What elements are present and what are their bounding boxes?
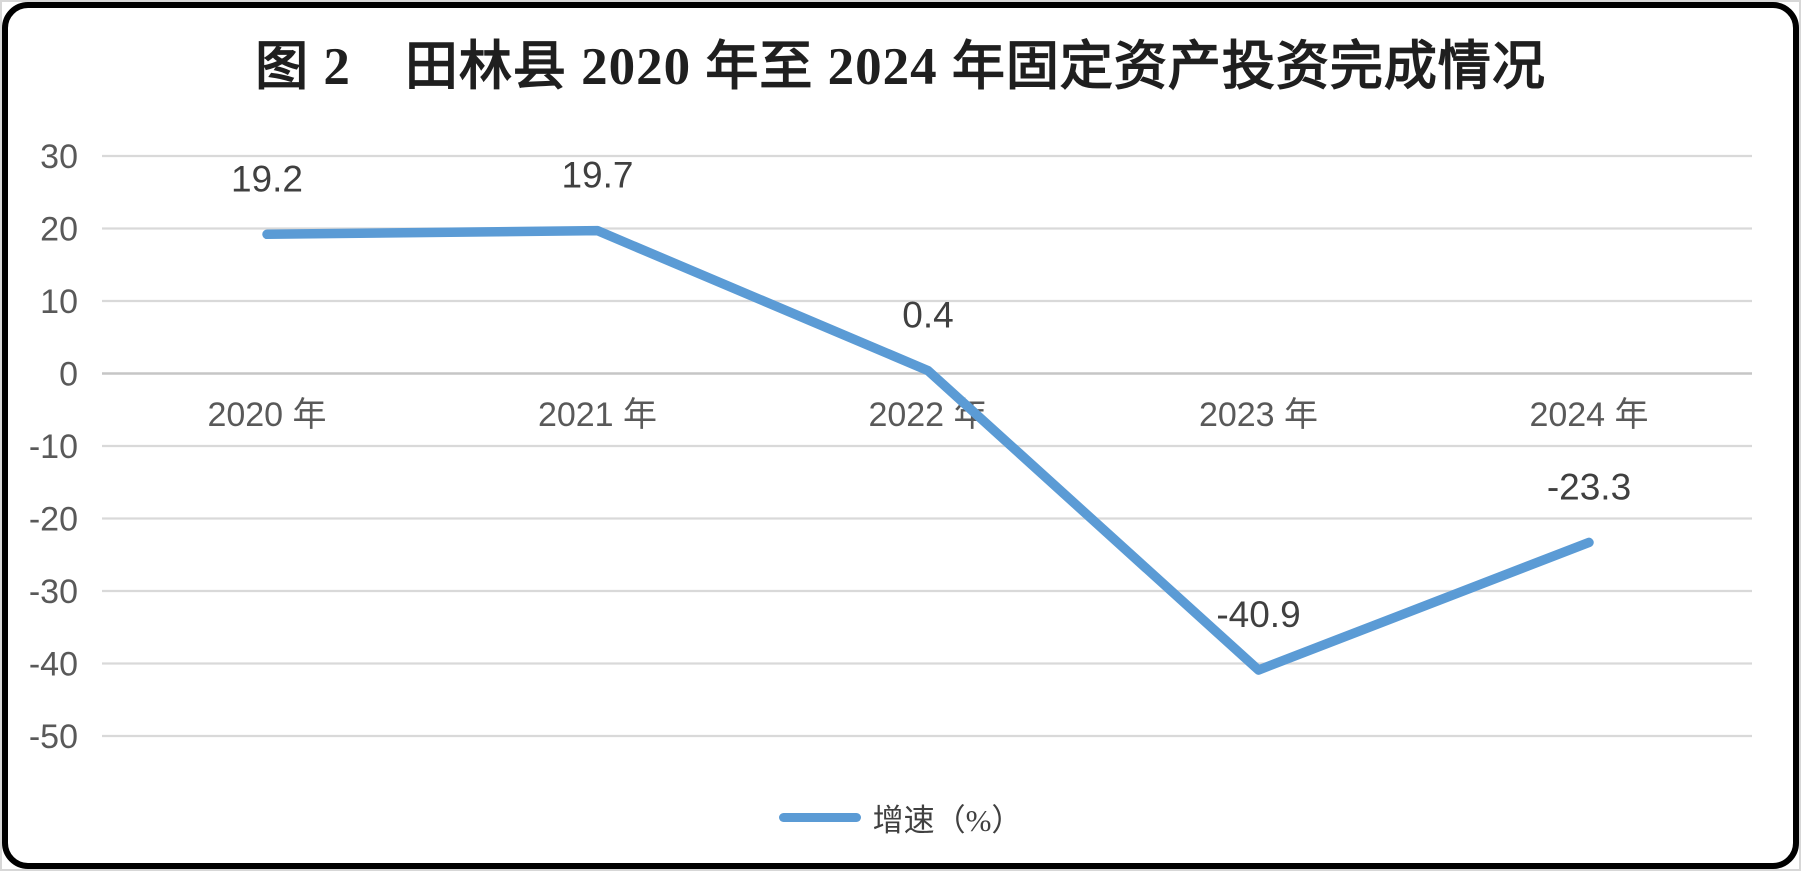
- legend: 增速（%）: [2, 795, 1799, 840]
- y-tick-label: -20: [29, 501, 78, 539]
- data-labels: 19.2 19.7 0.4 -40.9 -23.3: [231, 155, 1631, 635]
- x-tick-label: 2020 年: [207, 396, 326, 434]
- y-tick-label: -40: [29, 646, 78, 684]
- data-label: -23.3: [1547, 466, 1631, 507]
- x-tick-label: 2022 年: [868, 396, 987, 434]
- data-label: 0.4: [902, 295, 953, 336]
- chart-title: 图 2 田林县 2020 年至 2024 年固定资产投资完成情况: [255, 38, 1546, 96]
- y-tick-label: 10: [40, 283, 78, 321]
- series-line: [262, 225, 1594, 675]
- y-tick-label: -10: [29, 428, 78, 466]
- y-tick-label: 20: [40, 211, 78, 249]
- legend-line-swatch-icon: [778, 813, 861, 822]
- y-tick-label: -50: [29, 718, 78, 756]
- x-tick-label: 2021 年: [538, 396, 657, 434]
- x-tick-label: 2024 年: [1529, 396, 1648, 434]
- x-tick-label: 2023 年: [1199, 396, 1318, 434]
- data-label: 19.2: [231, 158, 303, 199]
- y-axis-labels: 30 20 10 0 -10 -20 -30 -40 -50: [29, 138, 78, 756]
- gridlines: [102, 154, 1752, 738]
- y-tick-label: 0: [59, 356, 78, 394]
- legend-series-label: 增速（%）: [872, 803, 1023, 838]
- x-axis-labels: 2020 年 2021 年 2022 年 2023 年 2024 年: [207, 396, 1648, 434]
- data-label: -40.9: [1216, 594, 1300, 635]
- y-tick-label: -30: [29, 573, 78, 611]
- y-tick-label: 30: [40, 138, 78, 176]
- data-label: 19.7: [561, 155, 633, 196]
